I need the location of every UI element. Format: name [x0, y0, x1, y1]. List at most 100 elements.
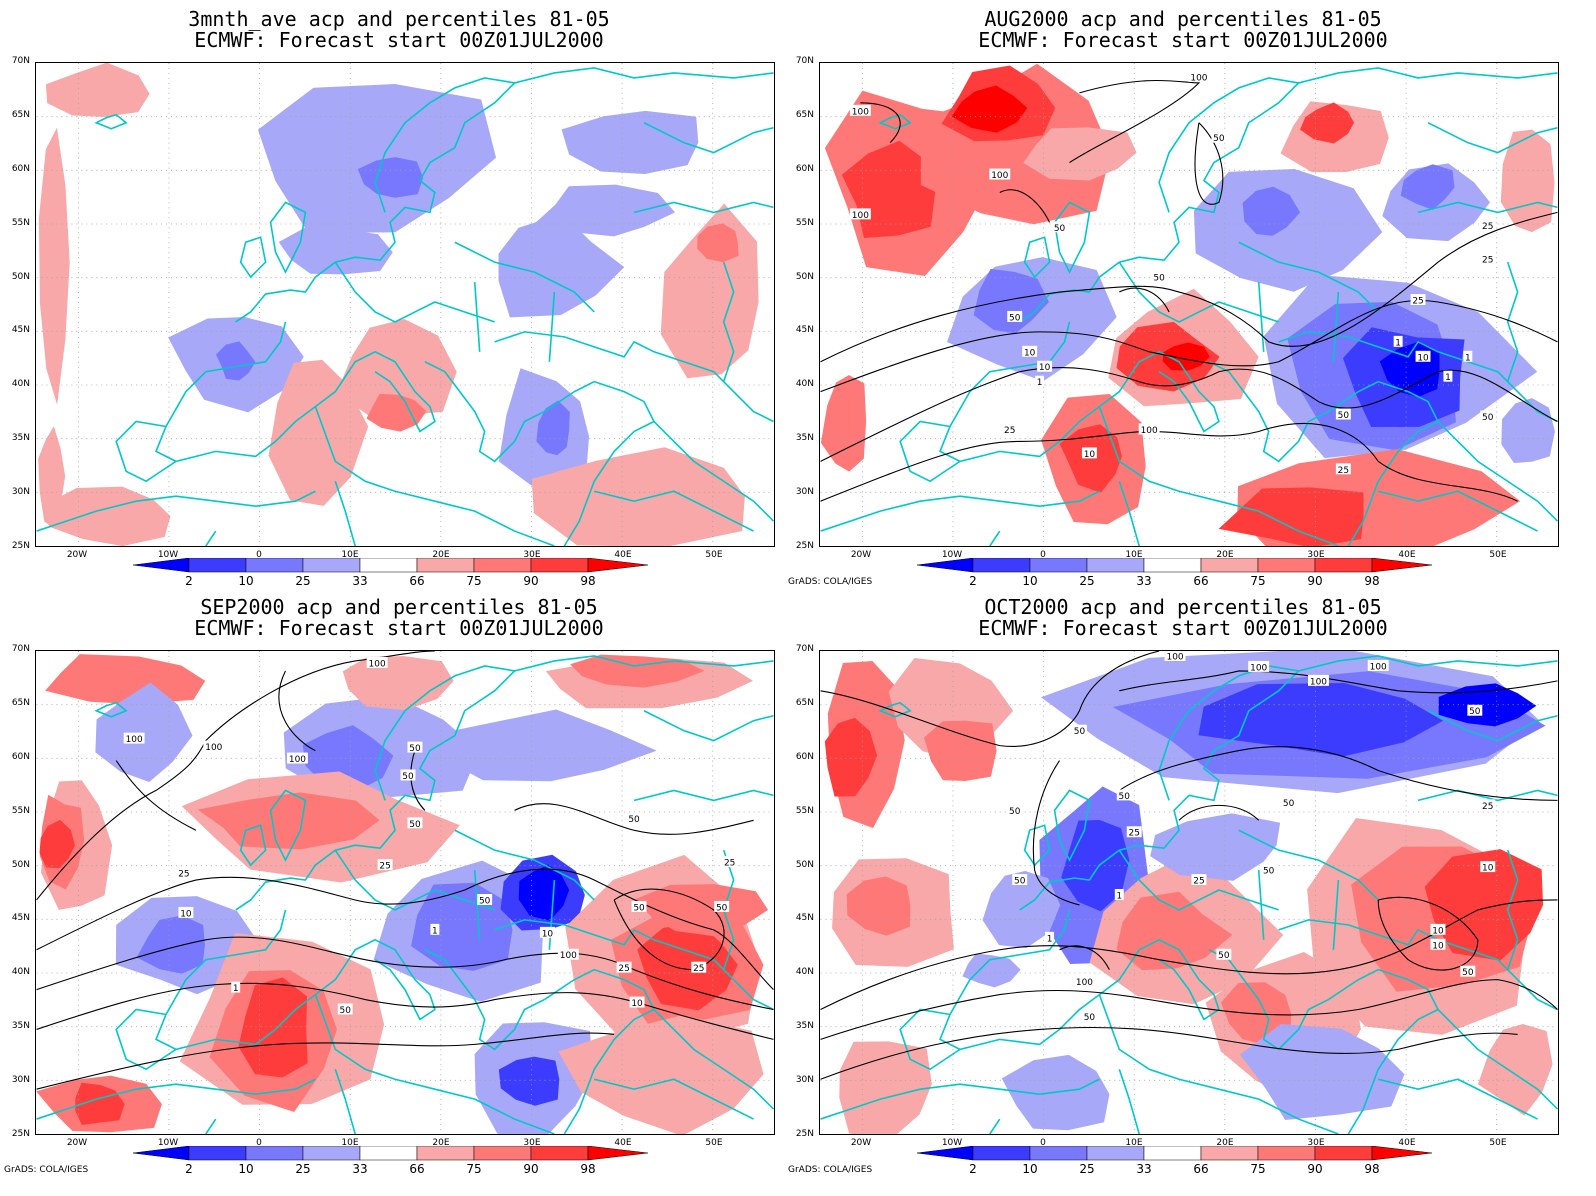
colorbar-label: 33: [1136, 1162, 1152, 1176]
shading-p25: [536, 400, 570, 456]
shading-p25: [973, 268, 1049, 334]
shading-p90: [1059, 424, 1122, 493]
contour-label: 100: [852, 211, 869, 221]
colorbar-label: 10: [238, 574, 254, 588]
colorbar-label: 98: [1364, 1162, 1380, 1176]
latitude-label: 60N: [795, 163, 814, 174]
longitude-label: 40E: [614, 1138, 632, 1148]
shading-p90: [75, 1082, 125, 1125]
contour-label: 100: [1190, 73, 1207, 83]
contour-label: 25: [178, 870, 189, 880]
latitude-label: 50N: [11, 271, 30, 282]
colorbar-label: 90: [523, 1162, 539, 1176]
longitude-label: 10E: [1125, 550, 1143, 560]
contour-label: 50: [479, 896, 491, 906]
shading-p90: [1300, 102, 1355, 144]
colorbar-label: 33: [1136, 574, 1152, 588]
map-panel-2: AUG2000 acp and percentiles 81-05 ECMWF: …: [784, 0, 1582, 598]
contour-label: 10: [1482, 864, 1494, 874]
colorbar-label: 90: [1307, 574, 1323, 588]
shading-p33: [95, 682, 193, 783]
latitude-label: 50N: [11, 859, 30, 870]
shading-p33: [535, 184, 676, 237]
colorbar-label: 2: [185, 574, 193, 588]
contour-lines: [820, 79, 1558, 502]
shading-p33: [1501, 398, 1555, 463]
longitude-label: 30E: [523, 550, 541, 560]
colorbar-label: 98: [580, 574, 596, 588]
contour-label: 1: [233, 984, 239, 994]
map-svg: 100 100 100 100 50 50 50 50 50 50 50 25 25 25 10 10 10 1 1…: [820, 651, 1558, 1134]
latitude-label: 60N: [11, 163, 30, 174]
contour-label: 100: [991, 171, 1008, 181]
latitude-label: 45N: [795, 913, 814, 924]
contour-label: 50: [1054, 224, 1066, 234]
colorbar-label: 66: [1193, 1162, 1209, 1176]
shading-p75: [697, 223, 739, 263]
shading-p25: [1400, 164, 1455, 210]
contour-label: 50: [1213, 134, 1225, 144]
contour-label: 10: [631, 999, 643, 1009]
latitude-label: 35N: [11, 433, 30, 444]
map-area: 100 100 100 100 50 50 50 50 50 50 50 25 25 25 10 10 10 1 1…: [819, 650, 1559, 1135]
contour-label: 25: [1338, 466, 1349, 476]
map-area: 100 100 100 100 50 50 50 50 50 25 25 10 10 1 1 50 25 25 50…: [35, 650, 775, 1135]
contour-label: 50: [340, 1006, 352, 1016]
contour-label: 25: [1482, 256, 1493, 266]
latitude-label: 65N: [795, 697, 814, 708]
coastlines: [820, 67, 1558, 546]
panel-title: SEP2000 acp and percentiles 81-05: [200, 595, 598, 619]
contour-label: 25: [1412, 297, 1423, 307]
contour-label: 100: [369, 659, 386, 669]
contour-labels: 100 100 100 100 50 50 50 50 50 50 50 25 25 25 10 10 10 1 1…: [1007, 651, 1496, 1023]
percentile-shading: [38, 63, 759, 546]
longitude-label: 10W: [157, 550, 179, 560]
contour-label: 50: [633, 903, 645, 913]
shading-p66: [44, 486, 171, 546]
shading-p33: [278, 227, 393, 275]
longitude-label: 20W: [66, 550, 88, 560]
longitude-label: 50E: [705, 1138, 723, 1148]
shading-p75: [45, 654, 206, 705]
contour-label: 50: [716, 903, 728, 913]
latitude-label: 45N: [11, 325, 30, 336]
shading-p33: [1193, 168, 1383, 292]
latitude-label: 40N: [11, 379, 30, 390]
latitude-label: 45N: [795, 325, 814, 336]
latitude-label: 25N: [795, 1129, 814, 1139]
shading-p33: [962, 953, 1021, 988]
contour-lines: [36, 651, 774, 1090]
colorbar-label: 25: [295, 1162, 311, 1176]
colorbar-label: 25: [295, 574, 311, 588]
contour-label: 25: [1482, 802, 1493, 812]
graticule: [820, 63, 1558, 546]
map-svg: 100 100 100 100 50 50 50 50 50 25 25 10 10 1 1 50 25 25 50…: [36, 651, 774, 1134]
longitude-label: 50E: [1489, 1138, 1507, 1148]
contour-label: 100: [560, 951, 577, 961]
contour-label: 1: [432, 926, 438, 936]
contour-label: 100: [1250, 663, 1267, 673]
contour-label: 50: [1009, 807, 1021, 817]
contour-label: 1: [1037, 378, 1043, 388]
contour-label: 1: [1465, 353, 1471, 363]
contour-label: 10: [1084, 450, 1096, 460]
map-panel-3: SEP2000 acp and percentiles 81-05 ECMWF: …: [0, 588, 798, 1186]
shading-p75: [1116, 891, 1233, 971]
longitude-label: 30E: [1307, 1138, 1325, 1148]
panel-title: OCT2000 acp and percentiles 81-05: [984, 595, 1382, 619]
panel-subtitle: ECMWF: Forecast start 00Z01JUL2000: [978, 28, 1388, 52]
longitude-label: 20W: [850, 550, 872, 560]
contour-label: 100: [1141, 426, 1158, 436]
map-area: [35, 62, 775, 547]
colorbar-label: 98: [580, 1162, 596, 1176]
shading-p90: [39, 819, 75, 869]
shading-p90: [824, 717, 878, 797]
contour-label: 50: [1338, 411, 1350, 421]
contour-label: 10: [1417, 353, 1429, 363]
latitude-label: 40N: [795, 967, 814, 978]
shading-p33: [1239, 1024, 1405, 1120]
longitude-label: 0: [1040, 1138, 1046, 1148]
longitude-label: 10E: [341, 550, 359, 560]
shading-p25: [136, 915, 205, 974]
